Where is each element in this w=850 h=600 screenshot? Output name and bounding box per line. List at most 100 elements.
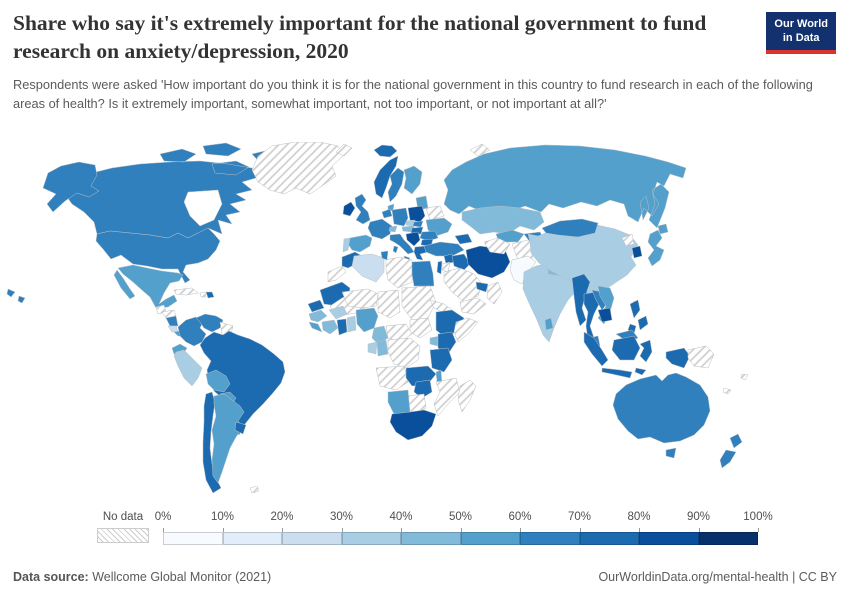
country-sweden[interactable] [387, 167, 405, 203]
legend-bin-7[interactable] [579, 532, 639, 545]
country-svalbard[interactable] [335, 143, 353, 157]
country-madagascar[interactable] [457, 379, 477, 413]
country-western-sahara[interactable] [327, 265, 347, 283]
legend-bin-2[interactable] [282, 532, 342, 545]
country-algeria[interactable] [351, 253, 385, 283]
country-niger[interactable] [341, 288, 379, 309]
country-guinea[interactable] [308, 309, 328, 323]
country-angola[interactable] [375, 365, 409, 391]
country-venezuela[interactable] [195, 313, 224, 333]
country-dominican-republic[interactable] [205, 291, 215, 299]
country-turkey[interactable] [423, 241, 465, 257]
legend-bin-3[interactable] [341, 532, 401, 545]
legend-bin-6[interactable] [520, 532, 580, 545]
legend-bin-5[interactable] [460, 532, 520, 545]
country-myanmar[interactable] [571, 273, 591, 327]
country-ireland[interactable] [342, 201, 356, 217]
country-tanzania[interactable] [429, 347, 453, 373]
country-cuba[interactable] [173, 287, 199, 296]
country-mongolia[interactable] [541, 218, 599, 238]
country-argentina[interactable] [211, 393, 245, 484]
country-gabon[interactable] [367, 341, 378, 355]
country-fiji[interactable] [740, 373, 749, 381]
country-costa-rica[interactable] [167, 325, 179, 333]
country-mozambique[interactable] [433, 377, 461, 417]
country-peru[interactable] [173, 349, 203, 387]
country-haiti[interactable] [199, 291, 207, 298]
country-israel[interactable] [436, 260, 443, 275]
country-balkans[interactable] [405, 231, 421, 247]
country-sierra-leone-liberia[interactable] [308, 321, 323, 333]
legend-bin-9[interactable] [698, 532, 758, 545]
country-caucasus[interactable] [454, 233, 473, 245]
country-france[interactable] [367, 218, 393, 240]
country-chad[interactable] [377, 289, 401, 319]
legend-no-data[interactable]: No data [97, 511, 149, 543]
country-colombia[interactable] [177, 316, 207, 347]
country-libya[interactable] [385, 256, 413, 289]
country-poland[interactable] [407, 205, 426, 223]
country-portugal[interactable] [342, 237, 351, 253]
legend-bin-1[interactable] [222, 532, 282, 545]
country-novaya-zemlya[interactable] [469, 143, 491, 157]
attribution-link[interactable]: OurWorldinData.org/mental-health | CC BY [598, 570, 837, 584]
country-norway[interactable] [373, 155, 399, 199]
country-mexico[interactable] [113, 264, 184, 309]
country-ivory-coast[interactable] [321, 319, 339, 335]
country-yemen[interactable] [459, 297, 487, 315]
country-south-sudan[interactable] [409, 317, 433, 339]
country-indonesia[interactable] [583, 331, 691, 379]
country-united-arab-emirates[interactable] [475, 281, 489, 293]
owid-logo[interactable]: Our World in Data [766, 12, 836, 54]
legend-bin-0[interactable] [163, 532, 223, 545]
country-papua-new-guinea[interactable] [687, 345, 715, 369]
country-saudi-arabia[interactable] [443, 267, 483, 303]
country-australia[interactable] [612, 372, 711, 459]
legend-colorbar[interactable]: 0% 10% 20% 30% 40% 50% 60% 70% 80% 90% 100% [155, 511, 773, 547]
country-germany[interactable] [391, 207, 409, 227]
country-japan[interactable] [647, 223, 669, 267]
country-sudan[interactable] [401, 285, 437, 321]
country-north-korea[interactable] [621, 233, 635, 247]
country-oman[interactable] [486, 281, 503, 305]
legend-bin-8[interactable] [639, 532, 699, 545]
country-iceland[interactable] [373, 144, 398, 158]
country-burkina-faso[interactable] [328, 305, 348, 320]
country-united-states[interactable] [6, 161, 221, 304]
country-uruguay[interactable] [234, 421, 247, 435]
country-hungary[interactable] [410, 226, 424, 235]
country-cambodia[interactable] [597, 307, 613, 323]
country-sri-lanka[interactable] [544, 317, 554, 331]
country-falkland-islands[interactable] [249, 485, 260, 494]
country-jordan[interactable] [441, 261, 451, 273]
country-greenland[interactable] [251, 142, 344, 195]
country-netherlands-belgium[interactable] [381, 208, 393, 219]
country-turkmenistan[interactable] [483, 237, 511, 255]
country-canada[interactable] [64, 142, 280, 240]
country-dr-congo[interactable] [387, 337, 421, 369]
country-south-africa[interactable] [389, 409, 437, 441]
country-new-zealand[interactable] [719, 433, 743, 469]
country-nicaragua[interactable] [165, 315, 179, 327]
country-congo[interactable] [376, 339, 389, 357]
country-iraq[interactable] [451, 253, 471, 271]
legend-bin-4[interactable] [401, 532, 461, 545]
country-slovakia[interactable] [412, 220, 424, 228]
country-united-kingdom[interactable] [354, 193, 371, 225]
country-south-korea[interactable] [631, 245, 643, 259]
country-somalia[interactable] [453, 317, 479, 343]
country-finland[interactable] [403, 165, 423, 195]
country-spain[interactable] [347, 234, 373, 253]
country-switzerland[interactable] [388, 225, 398, 233]
country-bolivia[interactable] [205, 369, 231, 393]
country-ghana[interactable] [336, 318, 348, 336]
country-central-african-republic[interactable] [385, 323, 413, 343]
country-zimbabwe[interactable] [413, 379, 433, 399]
country-kazakhstan[interactable] [461, 205, 545, 235]
country-togo-benin[interactable] [346, 315, 357, 333]
country-egypt[interactable] [411, 260, 435, 287]
country-philippines[interactable] [627, 299, 649, 335]
country-chile[interactable] [202, 391, 222, 494]
country-belarus[interactable] [425, 205, 445, 221]
country-new-caledonia[interactable] [722, 387, 732, 395]
